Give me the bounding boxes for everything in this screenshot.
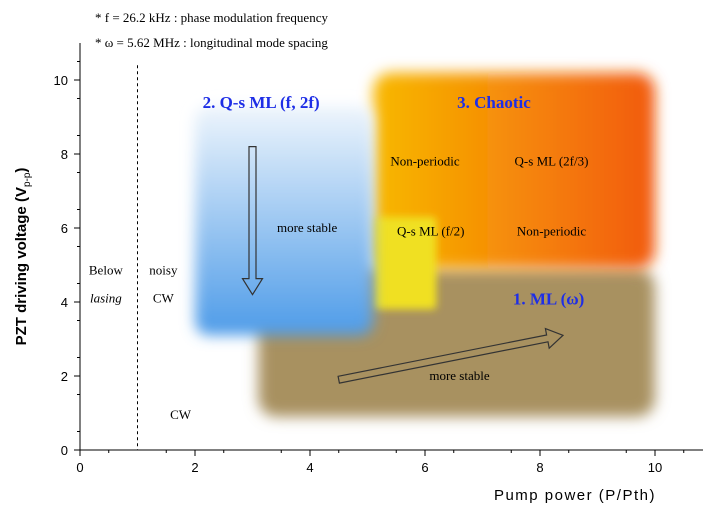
note-phase-frequency: * f = 26.2 kHz : phase modulation freque… <box>95 10 328 25</box>
annotation-label: more stable <box>277 220 338 235</box>
annotation-label: Q-s ML (2f/3) <box>515 153 589 168</box>
x-tick-label-4: 4 <box>306 460 313 475</box>
note-mode-spacing: * ω = 5.62 MHz : longitudinal mode spaci… <box>95 35 328 50</box>
x-tick-label-8: 8 <box>536 460 543 475</box>
axes: 0 2 4 6 8 10 0 2 4 6 8 10 <box>54 43 703 475</box>
annotation-label: Q-s ML (f/2) <box>397 224 464 239</box>
region-title: 3. Chaotic <box>457 93 531 112</box>
y-tick-label-4: 4 <box>61 295 68 310</box>
region-title: 1. ML (ω) <box>513 289 584 308</box>
annotation-label: Non-periodic <box>517 224 587 239</box>
arrows-layer <box>241 146 565 384</box>
y-axis-label: PZT driving voltage (Vp-p) <box>13 168 33 346</box>
annotation-label: Non-periodic <box>390 153 460 168</box>
region-titles-layer: 2. Q-s ML (f, 2f) 3. Chaotic 1. ML (ω) <box>203 93 585 308</box>
y-axis-label-main: PZT driving voltage (V <box>13 187 30 345</box>
annotation-label: more stable <box>429 368 490 383</box>
annotation-label: CW <box>170 407 192 422</box>
x-tick-label-6: 6 <box>421 460 428 475</box>
y-axis-label-subscript: p-p <box>22 172 33 187</box>
annotation-label: CW <box>153 290 175 305</box>
annotation-label: Below <box>89 263 124 278</box>
x-tick-label-0: 0 <box>76 460 83 475</box>
region-qsml-f2 <box>373 216 437 310</box>
annotation-label: noisy <box>149 263 178 278</box>
region-chaotic <box>373 72 655 269</box>
y-tick-label-0: 0 <box>61 443 68 458</box>
regions-layer <box>195 72 655 417</box>
x-tick-label-10: 10 <box>648 460 662 475</box>
region-title: 2. Q-s ML (f, 2f) <box>203 93 320 112</box>
diagonal-stability-arrow <box>337 327 565 384</box>
annotations-layer: Non-periodic Q-s ML (2f/3) Q-s ML (f/2) Non… <box>89 153 589 421</box>
down-stability-arrow <box>241 146 264 296</box>
y-tick-label-6: 6 <box>61 221 68 236</box>
y-tick-label-10: 10 <box>54 73 68 88</box>
x-tick-label-2: 2 <box>191 460 198 475</box>
annotation-label: lasing <box>90 290 122 305</box>
y-axis-label-end: ) <box>13 168 30 173</box>
region-qsml <box>195 105 374 336</box>
y-tick-label-2: 2 <box>61 369 68 384</box>
y-ticks: 0 2 4 6 8 10 <box>54 61 80 458</box>
x-axis-label: Pump power (P/Pth) <box>494 487 656 504</box>
x-ticks: 0 2 4 6 8 10 <box>76 450 685 475</box>
y-tick-label-8: 8 <box>61 147 68 162</box>
